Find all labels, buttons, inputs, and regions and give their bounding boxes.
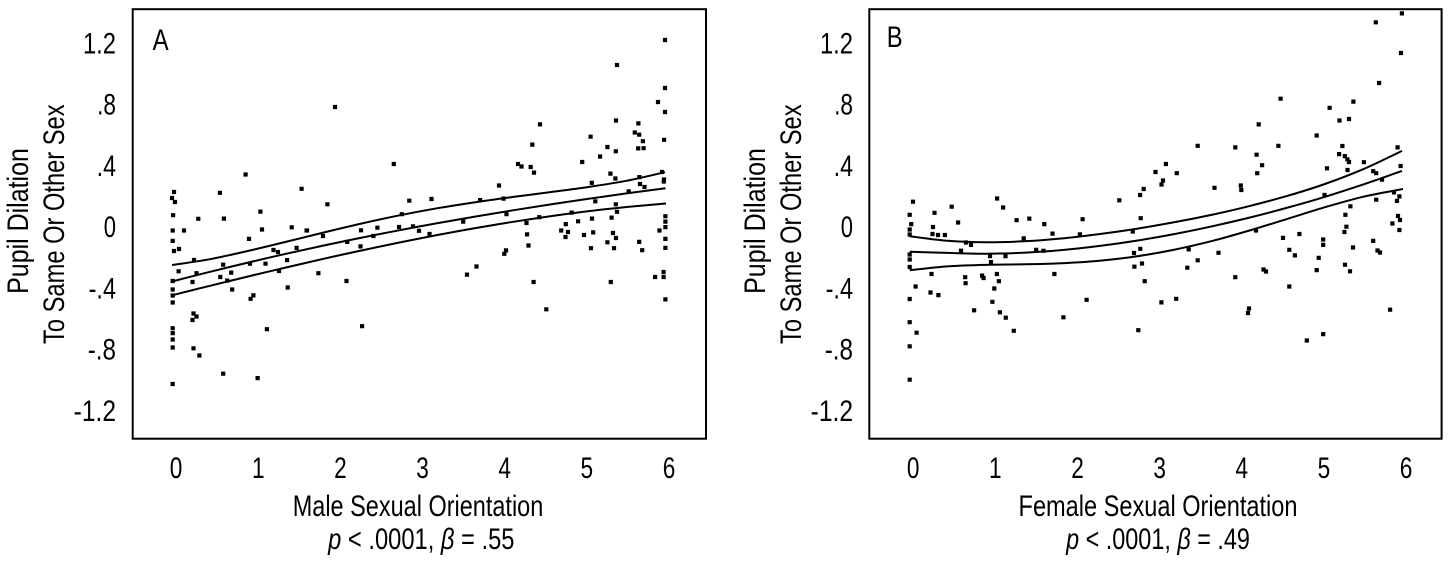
svg-text:4: 4 [498,451,511,485]
svg-text:-1.2: -1.2 [74,394,116,428]
svg-text:6: 6 [1400,451,1413,485]
svg-text:1: 1 [989,451,1002,485]
svg-text:6: 6 [663,451,676,485]
svg-text:To Same Or Other Sex: To Same Or Other Sex [775,104,808,344]
svg-text:Pupil Dilation: Pupil Dilation [1,148,34,294]
svg-text:Pupil Dilation: Pupil Dilation [738,148,771,294]
svg-text:.8: .8 [834,88,853,122]
svg-text:1.2: 1.2 [820,27,853,60]
svg-text:B: B [887,21,903,54]
svg-text:Female Sexual Orientation: Female Sexual Orientation [1019,490,1298,523]
svg-text:2: 2 [1071,451,1084,485]
svg-text:0: 0 [841,212,853,244]
svg-text:Male Sexual Orientation: Male Sexual Orientation [293,489,544,522]
svg-text:3: 3 [1153,451,1166,485]
svg-text:2: 2 [334,451,347,485]
svg-text:1.2: 1.2 [83,27,116,60]
svg-text:p < .0001, β = .55: p < .0001, β = .55 [327,523,514,556]
svg-text:5: 5 [581,451,594,485]
svg-text:A: A [153,24,169,57]
svg-text:-.8: -.8 [825,333,853,366]
svg-text:-.4: -.4 [826,272,853,305]
svg-text:0: 0 [104,212,116,244]
svg-text:0: 0 [170,451,183,485]
svg-text:3: 3 [416,451,429,485]
svg-text:-.4: -.4 [89,272,116,305]
svg-text:.8: .8 [97,88,116,122]
svg-text:5: 5 [1318,451,1331,485]
svg-text:.4: .4 [97,149,116,182]
svg-text:-1.2: -1.2 [811,394,853,428]
svg-text:1: 1 [252,451,265,485]
svg-text:.4: .4 [834,149,853,182]
svg-text:To Same Or Other Sex: To Same Or Other Sex [38,104,71,344]
svg-text:4: 4 [1236,451,1249,485]
svg-text:p < .0001, β = .49: p < .0001, β = .49 [1065,522,1250,555]
svg-text:0: 0 [907,451,920,485]
svg-text:-.8: -.8 [88,333,116,366]
